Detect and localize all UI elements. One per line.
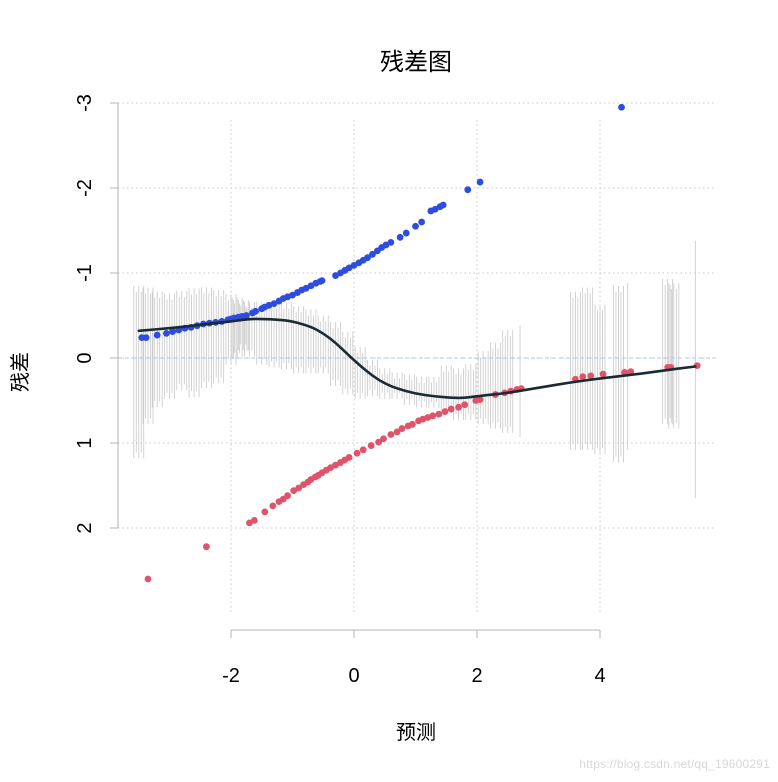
data-point-positive [375, 438, 382, 446]
data-point-positive [447, 405, 455, 413]
data-point-positive [353, 449, 361, 457]
data-point-negative [142, 334, 150, 341]
y-tick-label: -2 [74, 179, 96, 197]
data-point-positive [461, 401, 469, 409]
data-point-positive [429, 412, 437, 420]
x-tick-label: 4 [594, 665, 605, 687]
data-point-positive [359, 446, 367, 454]
x-tick-label: 0 [348, 665, 359, 687]
data-point-negative [318, 277, 326, 285]
data-point-negative [369, 250, 376, 258]
data-point-positive [587, 372, 595, 380]
y-tick-label: 2 [74, 522, 96, 533]
data-point-negative [418, 218, 426, 226]
watermark-text: https://blog.csdn.net/qq_19600291 [579, 757, 770, 771]
smooth-line [137, 317, 697, 400]
data-point-positive [387, 431, 395, 438]
data-point-positive [261, 508, 269, 516]
y-tick-label: 0 [74, 352, 96, 363]
data-point-positive [380, 435, 387, 443]
x-tick-label: -2 [222, 665, 240, 687]
data-point-negative [439, 201, 447, 209]
data-point-positive [203, 543, 210, 551]
y-axis-label: 残差 [9, 352, 32, 392]
data-point-positive [269, 502, 277, 510]
data-point-positive [367, 442, 375, 449]
axes [110, 102, 601, 638]
data-point-positive [455, 403, 462, 411]
data-point-negative [252, 307, 259, 315]
data-point-negative [153, 331, 161, 339]
x-axis-label: 预测 [396, 721, 436, 744]
y-tick-label: -1 [74, 264, 96, 282]
data-point-positive [409, 420, 416, 428]
data-point-negative [464, 186, 472, 194]
data-point-negative [402, 229, 410, 237]
data-point-positive [250, 516, 258, 524]
data-point-negative [476, 178, 484, 186]
data-point-negative [242, 312, 250, 319]
data-point-positive [393, 428, 401, 436]
data-point-positive [398, 425, 406, 432]
data-point-positive [284, 492, 291, 500]
data-point-negative [412, 222, 419, 230]
data-point-positive [627, 368, 635, 375]
confidence-band [133, 240, 696, 499]
data-point-negative [163, 329, 170, 337]
data-point-negative [618, 103, 625, 111]
data-point-positive [441, 408, 449, 415]
data-point-negative [396, 233, 404, 241]
chart-title: 残差图 [380, 49, 452, 76]
x-tick-label: 2 [471, 665, 482, 687]
tick-labels: -2 0 2 4 -3 -2 -1 0 1 2 [74, 94, 606, 687]
positive-residual-points [144, 362, 701, 583]
data-point-negative [169, 328, 176, 336]
data-point-positive [579, 373, 587, 381]
grid-lines [118, 102, 716, 615]
data-point-positive [295, 484, 303, 492]
data-point-positive [435, 410, 443, 418]
data-point-positive [345, 454, 353, 461]
data-point-positive [476, 396, 484, 404]
data-point-positive [144, 575, 152, 583]
data-point-negative [364, 254, 371, 262]
data-point-positive [599, 370, 607, 378]
data-point-negative [387, 239, 395, 246]
y-tick-label: -3 [74, 94, 96, 112]
y-tick-label: 1 [74, 437, 96, 448]
